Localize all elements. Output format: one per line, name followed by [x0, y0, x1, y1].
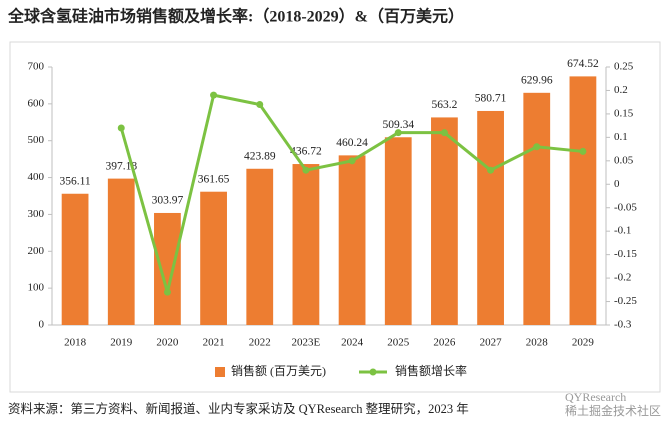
y-tick-label: 700: [28, 61, 45, 73]
value-label: 509.34: [382, 119, 414, 131]
y2-tick-label: 0.05: [614, 154, 634, 166]
y-tick-label: 300: [28, 208, 45, 220]
y-tick-label: 200: [28, 245, 45, 257]
value-label: 460.24: [336, 137, 368, 149]
chart-title: 全球含氢硅油市场销售额及增长率:（2018-2029）&（百万美元）: [7, 7, 464, 26]
source-note: 资料来源：第三方资料、新闻报道、业内专家采访及 QYResearch 整理研究，…: [8, 401, 469, 416]
line-marker: [394, 129, 402, 137]
x-tick-label: 2021: [203, 337, 225, 349]
value-label: 423.89: [244, 150, 276, 162]
line-marker: [533, 143, 541, 151]
x-tick-label: 2025: [387, 337, 410, 349]
bar: [431, 117, 458, 326]
x-tick-label: 2026: [433, 337, 456, 349]
value-label: 436.72: [290, 146, 322, 158]
bar: [61, 193, 89, 325]
legend-swatch: [369, 368, 377, 376]
value-label: 356.11: [59, 175, 90, 187]
bar: [523, 92, 551, 325]
bar: [154, 212, 181, 325]
y2-tick-label: 0.25: [614, 61, 634, 73]
y2-tick-label: 0: [614, 178, 620, 190]
line-marker: [579, 147, 587, 155]
x-tick-label: 2027: [480, 337, 503, 349]
watermark: QYResearch: [565, 390, 626, 404]
watermark: 稀土掘金技术社区: [565, 403, 661, 418]
legend-label: 销售额 (百万美元): [231, 363, 326, 378]
y2-tick-label: -0.1: [614, 225, 631, 237]
line-marker: [117, 124, 125, 132]
legend-label: 销售额增长率: [395, 363, 467, 378]
value-label: 674.52: [567, 58, 599, 70]
bar: [200, 191, 227, 325]
value-label: 580.71: [475, 93, 507, 105]
y-tick-label: 600: [28, 97, 45, 109]
y2-tick-label: -0.3: [614, 319, 632, 331]
bar: [384, 137, 412, 325]
bar: [107, 178, 135, 325]
y2-tick-label: -0.25: [614, 295, 637, 307]
value-label: 303.97: [152, 195, 184, 207]
line-marker: [302, 166, 310, 174]
x-tick-label: 2028: [526, 337, 549, 349]
line-marker: [487, 166, 495, 174]
y2-tick-label: 0.15: [614, 107, 634, 119]
x-tick-label: 2024: [341, 337, 364, 349]
line-marker: [348, 157, 356, 165]
value-label: 397.18: [105, 160, 137, 172]
value-label: 361.65: [198, 173, 230, 185]
value-label: 563.2: [431, 99, 457, 111]
bar: [292, 164, 320, 325]
legend-swatch: [215, 367, 225, 377]
y-tick-label: 100: [28, 282, 45, 294]
line-marker: [163, 288, 171, 296]
y2-tick-label: 0.1: [614, 131, 628, 143]
y2-tick-label: -0.05: [614, 201, 637, 213]
y-tick-label: 0: [39, 319, 45, 331]
value-label: 629.96: [521, 74, 553, 86]
x-tick-label: 2020: [156, 337, 179, 349]
bar: [246, 168, 274, 325]
x-tick-label: 2018: [64, 337, 87, 349]
bar: [477, 110, 504, 325]
y-tick-label: 500: [28, 134, 45, 146]
y2-tick-label: -0.2: [614, 272, 631, 284]
line-marker: [256, 101, 264, 109]
line-marker: [440, 129, 448, 137]
x-tick-label: 2023E: [292, 337, 321, 349]
y2-tick-label: -0.15: [614, 248, 637, 260]
chart-frame: [9, 41, 661, 393]
y-tick-label: 400: [28, 171, 45, 183]
x-tick-label: 2022: [249, 337, 271, 349]
y2-tick-label: 0.2: [614, 84, 628, 96]
x-tick-label: 2019: [110, 337, 133, 349]
bar: [338, 155, 366, 325]
line-marker: [210, 91, 218, 99]
bar: [569, 76, 597, 325]
x-tick-label: 2029: [572, 337, 595, 349]
